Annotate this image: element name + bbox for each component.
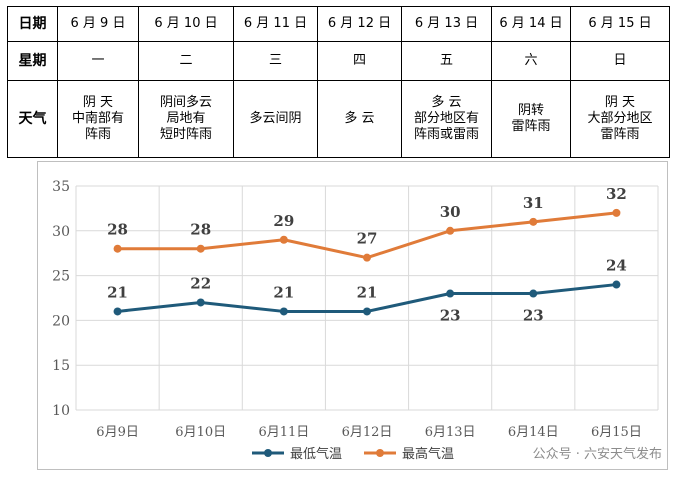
data-point xyxy=(196,298,205,307)
y-tick-label: 35 xyxy=(52,179,70,195)
date-cell: 6 月 13 日 xyxy=(401,6,492,42)
date-cell: 6 月 14 日 xyxy=(491,6,571,42)
weather-cell: 阴转 雷阵雨 xyxy=(491,80,571,158)
weather-cell: 多 云 部分地区有 阵雨或雷雨 xyxy=(401,80,492,158)
data-label: 22 xyxy=(190,274,211,292)
weather-line: 阴转 xyxy=(517,103,544,119)
data-label: 21 xyxy=(357,283,378,301)
date-header: 日期 xyxy=(7,6,58,42)
data-label: 27 xyxy=(357,230,378,248)
date-cell: 6 月 10 日 xyxy=(138,6,234,42)
data-point xyxy=(529,289,538,298)
weekday-cell: 二 xyxy=(138,40,234,82)
weather-line: 阴间多云 xyxy=(159,95,212,111)
data-label: 28 xyxy=(107,221,128,239)
weekday-cell: 日 xyxy=(570,40,670,82)
x-tick-label: 6月15日 xyxy=(591,425,642,440)
weather-line: 多 云 xyxy=(431,95,462,111)
y-tick-label: 15 xyxy=(52,358,70,374)
legend-label: 最高气温 xyxy=(402,446,454,462)
weather-line: 中南部有 xyxy=(71,111,124,127)
weather-line: 雷阵雨 xyxy=(511,119,551,135)
data-point xyxy=(446,226,455,235)
weekday-cell: 六 xyxy=(491,40,571,82)
weather-cell: 阴间多云 局地有 短时阵雨 xyxy=(138,80,234,158)
data-label: 28 xyxy=(190,221,211,239)
date-cell: 6 月 12 日 xyxy=(317,6,402,42)
legend-label: 最低气温 xyxy=(290,446,342,462)
y-tick-label: 30 xyxy=(52,224,70,240)
weekday-cell: 三 xyxy=(233,40,318,82)
weather-row: 天气 阴 天 中南部有 阵雨 阴间多云 局地有 短时阵雨 多云间阴 多 云 多 … xyxy=(7,80,670,158)
x-tick-label: 6月9日 xyxy=(96,425,139,440)
weather-line: 雷阵雨 xyxy=(600,127,640,143)
data-point xyxy=(529,217,538,226)
date-cell: 6 月 15 日 xyxy=(570,6,670,42)
forecast-table: 日期 6 月 9 日 6 月 10 日 6 月 11 日 6 月 12 日 6 … xyxy=(7,6,670,158)
weekday-cell: 四 xyxy=(317,40,402,82)
weekday-cell: 五 xyxy=(401,40,492,82)
date-cell: 6 月 9 日 xyxy=(57,6,139,42)
weather-line: 局地有 xyxy=(166,111,206,127)
data-label: 21 xyxy=(273,283,294,301)
x-tick-label: 6月10日 xyxy=(175,425,226,440)
weekday-header: 星期 xyxy=(7,40,58,82)
data-point xyxy=(363,307,371,316)
data-point xyxy=(279,307,288,316)
data-point xyxy=(446,289,455,298)
y-tick-label: 20 xyxy=(52,313,70,329)
weather-line: 阵雨或雷雨 xyxy=(413,127,479,143)
legend-marker xyxy=(264,449,272,457)
data-label: 31 xyxy=(523,194,544,212)
data-point xyxy=(363,253,371,262)
weekday-cell: 一 xyxy=(57,40,139,82)
weather-line: 阴 天 xyxy=(82,95,114,111)
weather-cell: 多云间阴 xyxy=(233,80,318,158)
data-label: 29 xyxy=(273,212,294,230)
weather-cell: 阴 天 中南部有 阵雨 xyxy=(57,80,139,158)
y-tick-label: 25 xyxy=(52,269,70,285)
date-cell: 6 月 11 日 xyxy=(233,6,318,42)
weather-line: 短时阵雨 xyxy=(159,127,212,143)
chart-canvas: 10 15 20 25 30 35 6月9日 6月10日 6月11日 6月12日 6月13日 6月14… xyxy=(52,179,662,462)
x-tick-label: 6月12日 xyxy=(342,425,393,440)
weather-line: 部分地区有 xyxy=(413,111,479,127)
data-point xyxy=(612,280,621,289)
data-point xyxy=(113,307,122,316)
date-row: 日期 6 月 9 日 6 月 10 日 6 月 11 日 6 月 12 日 6 … xyxy=(7,6,670,42)
temperature-chart: 10 15 20 25 30 35 6月9日 6月10日 6月11日 6月12日 6月13日 6月14… xyxy=(37,161,668,470)
data-label: 32 xyxy=(606,185,627,203)
data-label: 23 xyxy=(440,307,461,325)
data-point xyxy=(279,235,288,244)
x-tick-label: 6月14日 xyxy=(508,425,559,440)
weather-line: 多云间阴 xyxy=(249,111,302,127)
x-tick-label: 6月13日 xyxy=(425,425,476,440)
data-point xyxy=(113,244,122,253)
data-label: 23 xyxy=(523,307,544,325)
weather-line: 大部分地区 xyxy=(587,111,653,127)
weather-cell: 多 云 xyxy=(317,80,402,158)
weather-line: 多 云 xyxy=(344,111,375,127)
data-label: 21 xyxy=(107,283,128,301)
data-point xyxy=(612,208,621,217)
data-point xyxy=(196,244,205,253)
weather-cell: 阴 天 大部分地区 雷阵雨 xyxy=(570,80,670,158)
weather-line: 阴 天 xyxy=(604,95,636,111)
weather-line: 阵雨 xyxy=(84,127,111,143)
y-tick-label: 10 xyxy=(52,403,70,419)
weather-header: 天气 xyxy=(7,80,58,158)
data-label: 24 xyxy=(606,257,627,275)
x-tick-label: 6月11日 xyxy=(258,425,309,440)
weekday-row: 星期 一 二 三 四 五 六 日 xyxy=(7,40,670,82)
watermark: 公众号 · 六安天气发布 xyxy=(533,446,662,462)
legend-marker xyxy=(376,449,384,457)
data-label: 30 xyxy=(440,203,461,221)
